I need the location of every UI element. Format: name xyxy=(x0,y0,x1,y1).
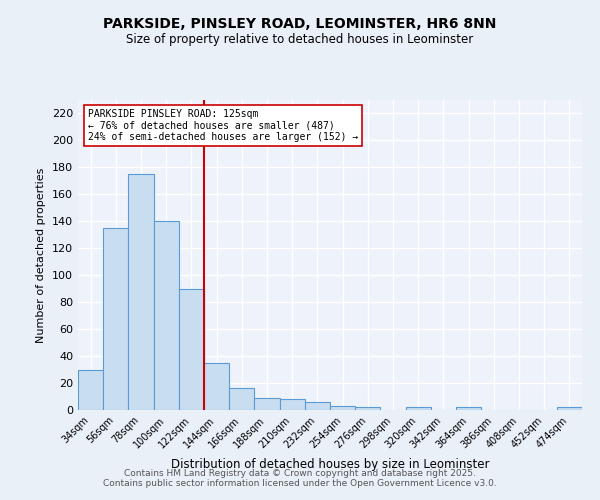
Bar xyxy=(78,370,103,410)
Text: Size of property relative to detached houses in Leominster: Size of property relative to detached ho… xyxy=(127,32,473,46)
Bar xyxy=(330,406,355,410)
Text: PARKSIDE PINSLEY ROAD: 125sqm
← 76% of detached houses are smaller (487)
24% of : PARKSIDE PINSLEY ROAD: 125sqm ← 76% of d… xyxy=(88,110,358,142)
Bar xyxy=(280,399,305,410)
Bar xyxy=(128,174,154,410)
Bar xyxy=(204,363,229,410)
Bar xyxy=(305,402,330,410)
Text: PARKSIDE, PINSLEY ROAD, LEOMINSTER, HR6 8NN: PARKSIDE, PINSLEY ROAD, LEOMINSTER, HR6 … xyxy=(103,18,497,32)
X-axis label: Distribution of detached houses by size in Leominster: Distribution of detached houses by size … xyxy=(171,458,489,471)
Y-axis label: Number of detached properties: Number of detached properties xyxy=(37,168,46,342)
Bar xyxy=(456,408,481,410)
Bar xyxy=(154,222,179,410)
Bar xyxy=(355,408,380,410)
Text: Contains public sector information licensed under the Open Government Licence v3: Contains public sector information licen… xyxy=(103,478,497,488)
Bar xyxy=(179,288,204,410)
Bar xyxy=(406,408,431,410)
Bar xyxy=(103,228,128,410)
Bar xyxy=(557,408,582,410)
Bar xyxy=(254,398,280,410)
Text: Contains HM Land Registry data © Crown copyright and database right 2025.: Contains HM Land Registry data © Crown c… xyxy=(124,468,476,477)
Bar xyxy=(229,388,254,410)
